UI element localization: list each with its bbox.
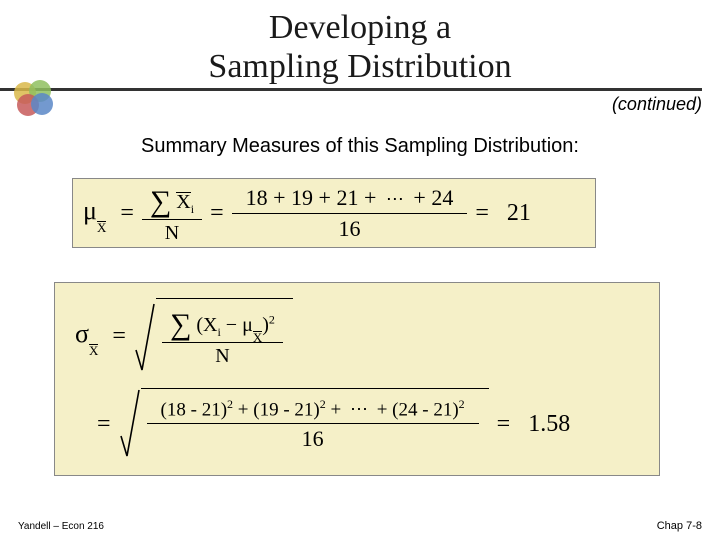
equation-mean-box: μX = ∑ Xi N = 18 + 19 + 21 + ⋯ + 24 16 =… [72,178,596,248]
sqrt-1: ∑ (Xi − μX)2 N [134,298,293,374]
equals-1a: = [112,200,142,227]
equals-2b: = [89,411,119,438]
equals-1c: = [467,200,497,227]
slide-title: Developing a Sampling Distribution [0,0,720,86]
equals-2a: = [104,323,134,350]
frac-variance-expansion: (18 - 21)2 + (19 - 21)2 + ⋯ + (24 - 21)2… [147,395,479,454]
sd-result: 1.58 [518,411,580,438]
equals-1b: = [202,200,232,227]
logo-icon [10,78,60,118]
equals-2c: = [489,411,519,438]
frac-sum-xi-n: ∑ Xi N [142,180,202,247]
sd-row1: σX = ∑ (Xi − μX)2 N [65,298,649,374]
title-line2: Sampling Distribution [208,48,511,85]
sd-row2: = (18 - 21)2 + (19 - 21)2 + ⋯ + (24 - 21… [65,388,649,460]
mu-symbol: μX [73,196,112,229]
mean-result: 21 [497,200,541,227]
frac-expansion: 18 + 19 + 21 + ⋯ + 24 16 [232,183,468,244]
continued-label: (continued) [612,94,702,115]
sigma-symbol: σX [65,319,104,352]
frac-variance-formula: ∑ (Xi − μX)2 N [162,303,283,370]
title-rule [0,88,702,91]
footer-right: Chap 7-8 [657,520,702,532]
subtitle: Summary Measures of this Sampling Distri… [0,135,720,158]
title-line1: Developing a [269,9,451,46]
equation-sd-box: σX = ∑ (Xi − μX)2 N [54,282,660,476]
sqrt-2: (18 - 21)2 + (19 - 21)2 + ⋯ + (24 - 21)2… [119,388,489,460]
footer-left: Yandell – Econ 216 [18,521,104,532]
slide: Developing a Sampling Distribution (cont… [0,0,720,540]
